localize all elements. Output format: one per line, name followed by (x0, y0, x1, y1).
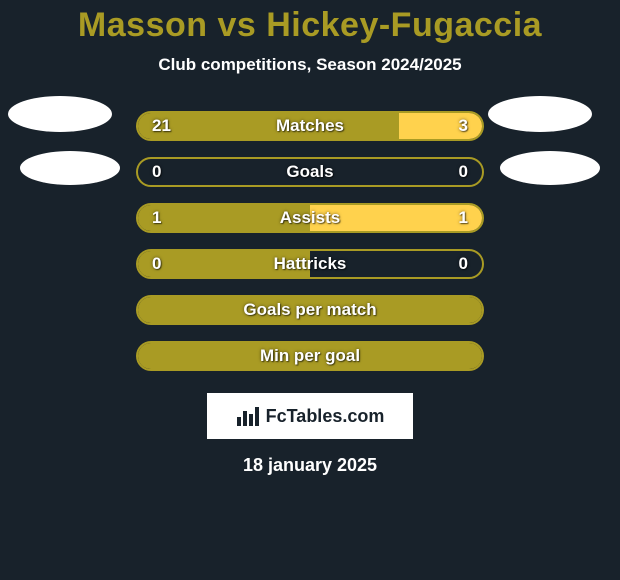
stat-row: Goals per match (0, 287, 620, 333)
stat-row: Min per goal (0, 333, 620, 379)
right-player-photo (500, 151, 600, 185)
chart-area: 213Matches00Goals11Assists00HattricksGoa… (0, 103, 620, 379)
stat-bar-left-fill (138, 251, 310, 277)
stat-bar: 00Hattricks (136, 249, 484, 279)
stat-value-right: 3 (459, 113, 468, 139)
right-player-photo (488, 96, 592, 132)
stat-value-right: 1 (459, 205, 468, 231)
stat-bar-right-fill (399, 113, 482, 139)
stat-bar-left-fill (138, 343, 482, 369)
left-player-photo (8, 96, 112, 132)
stat-bar-left-fill (138, 113, 399, 139)
stat-bar-left-fill (138, 297, 482, 323)
comparison-infographic: Masson vs Hickey-Fugaccia Club competiti… (0, 0, 620, 580)
stat-row: 11Assists (0, 195, 620, 241)
date-text: 18 january 2025 (243, 455, 377, 476)
brand-text: FcTables.com (266, 406, 385, 427)
stat-value-left: 0 (152, 251, 161, 277)
stat-bar-left-fill (138, 205, 310, 231)
brand-badge: FcTables.com (207, 393, 413, 439)
stat-bar: Min per goal (136, 341, 484, 371)
stat-row: 00Hattricks (0, 241, 620, 287)
brand-icon (236, 405, 260, 427)
stat-value-right: 0 (459, 159, 468, 185)
stat-bar: Goals per match (136, 295, 484, 325)
stat-bar: 213Matches (136, 111, 484, 141)
stat-bar: 11Assists (136, 203, 484, 233)
stat-bar-right-fill (310, 205, 482, 231)
stat-value-left: 21 (152, 113, 171, 139)
stat-label: Goals (138, 159, 482, 185)
rows-container: 213Matches00Goals11Assists00HattricksGoa… (0, 103, 620, 379)
stat-bar: 0 0Goals (136, 157, 484, 187)
stat-value-left: 1 (152, 205, 161, 231)
subtitle: Club competitions, Season 2024/2025 (158, 55, 461, 75)
stat-value-left: 0 (152, 159, 161, 185)
stat-value-right: 0 (459, 251, 468, 277)
page-title: Masson vs Hickey-Fugaccia (78, 6, 542, 45)
left-player-photo (20, 151, 120, 185)
